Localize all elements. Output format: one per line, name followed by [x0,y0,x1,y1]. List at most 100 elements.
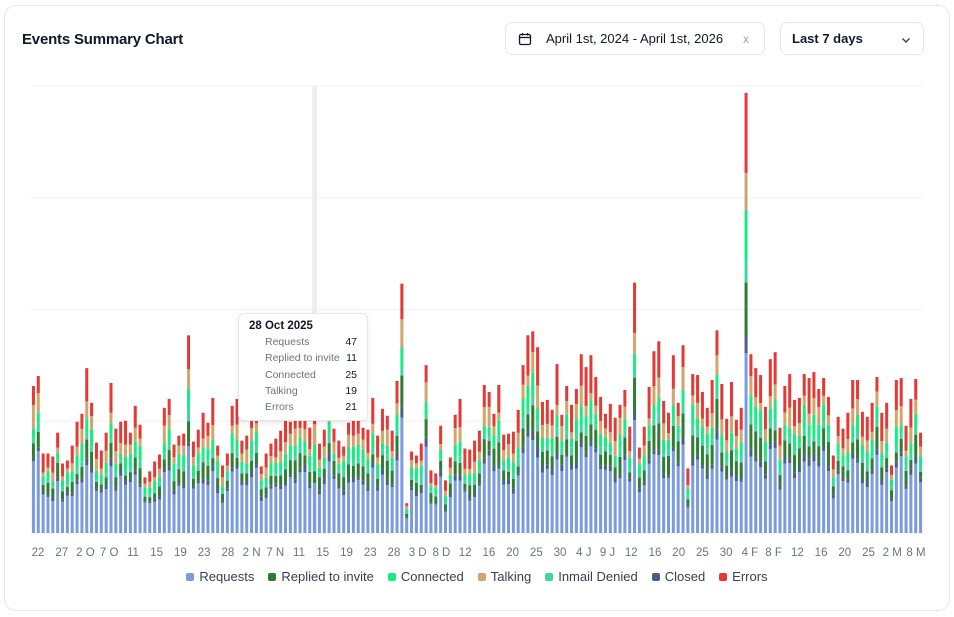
bar-segment-talking [565,401,569,415]
bar-segment-inmail_denied [274,473,278,476]
chart-card [4,5,950,611]
bar-segment-requests [860,483,864,533]
bar-segment-requests [75,484,79,533]
bar-segment-connected [376,464,380,477]
bar-segment-connected [744,209,748,263]
bar-segment-talking [51,472,55,482]
clear-date-icon[interactable]: x [743,31,750,46]
legend-item-errors[interactable]: Errors [719,569,768,584]
bar-segment-connected [284,454,288,468]
bar-segment-talking [671,388,675,406]
bar-segment-errors [899,378,903,407]
bar-segment-talking [187,369,191,389]
bar-segment-errors [797,397,801,424]
bar-segment-requests [463,491,467,533]
bar-segment-talking [424,382,428,403]
bar-segment-replied [109,442,113,459]
bar-segment-errors [196,429,200,448]
legend-swatch [387,572,396,581]
bar-segment-talking [608,432,612,443]
bar-segment-talking [880,441,884,454]
bar-segment-closed [448,494,452,498]
x-tick-label: 23 [364,547,377,559]
legend-item-connected[interactable]: Connected [387,569,464,584]
bar-segment-connected [822,404,826,421]
bar-segment-requests [177,485,181,533]
bar-segment-requests [172,494,176,533]
bar-segment-errors [347,422,351,435]
bar-segment-closed [686,505,690,508]
bar-segment-closed [773,441,777,448]
bar-segment-replied [671,425,675,448]
bar-segment-requests [807,465,811,533]
x-tick-label: 16 [649,547,662,559]
bar-segment-closed [351,477,355,483]
bar-segment-requests [584,457,588,533]
x-tick-label: 25 [862,547,875,559]
bar-segment-closed [696,454,700,460]
bar-segment-closed [715,430,719,440]
bar-segment-inmail_denied [579,426,583,433]
legend-item-inmail-denied[interactable]: Inmail Denied [545,569,638,584]
chart-legend: Requests Replied to invite Connected Tal… [0,569,954,584]
bar-segment-talking [56,447,60,453]
bar-segment-connected [75,455,79,470]
bar-segment-replied [148,497,152,502]
bar-segment-connected [773,399,777,420]
bar-segment-replied [875,427,879,450]
bar-segment-errors [191,441,195,458]
bar-segment-replied [448,483,452,495]
bar-segment-talking [206,435,210,449]
bar-segment-closed [216,490,220,494]
legend-item-requests[interactable]: Requests [186,569,254,584]
bar-segment-closed [410,487,414,491]
bar-segment-requests [240,484,244,533]
bar-segment-requests [85,465,89,533]
bar-segment-inmail_denied [565,431,569,440]
bar-segment-connected [700,426,704,441]
bar-segment-connected [696,418,700,430]
bar-segment-errors [565,385,569,402]
tooltip-label: Talking [265,384,298,397]
bar-segment-talking [778,445,782,460]
bar-segment-connected [41,476,45,482]
bar-segment-replied [909,459,913,469]
bar-segment-replied [167,450,171,467]
bar-segment-connected [662,439,666,455]
bar-segment-replied [914,434,918,455]
bar-segment-connected [817,424,821,443]
bar-segment-closed [250,471,254,478]
bar-segment-closed [41,491,45,495]
bar-segment-inmail_denied [497,435,501,443]
bar-segment-talking [351,435,355,447]
period-select[interactable]: Last 7 days [780,22,924,55]
date-range-text: April 1st, 2024 - April 1st, 2026 [546,31,724,46]
bar-segment-errors [434,473,438,486]
bar-segment-connected [899,425,903,435]
bar-segment-replied [85,439,89,459]
bar-segment-connected [410,466,414,477]
bar-segment-replied [880,467,884,480]
x-tick-label: 7 O [100,547,119,559]
bar-segment-requests [36,451,40,533]
bar-segment-replied [788,443,792,458]
bar-segment-inmail_denied [400,367,404,376]
bar-segment-errors [778,427,782,446]
bar-segment-talking [909,427,913,444]
bar-segment-errors [705,407,709,427]
bar-segment-errors [730,382,734,417]
bar-segment-errors [754,368,758,398]
bar-segment-replied [114,477,118,488]
bar-segment-replied [216,478,220,491]
bar-segment-closed [725,477,729,480]
legend-item-talking[interactable]: Talking [477,569,531,584]
legend-item-closed[interactable]: Closed [651,569,705,584]
bar-segment-requests [259,501,263,533]
bar-segment-replied [778,475,782,485]
bar-segment-connected [434,487,438,495]
date-range-picker[interactable]: April 1st, 2024 - April 1st, 2026 x [505,22,765,55]
bar-segment-errors [618,404,622,418]
bar-segment-errors [463,448,467,469]
bar-segment-requests [676,466,680,533]
legend-item-replied[interactable]: Replied to invite [268,569,374,584]
